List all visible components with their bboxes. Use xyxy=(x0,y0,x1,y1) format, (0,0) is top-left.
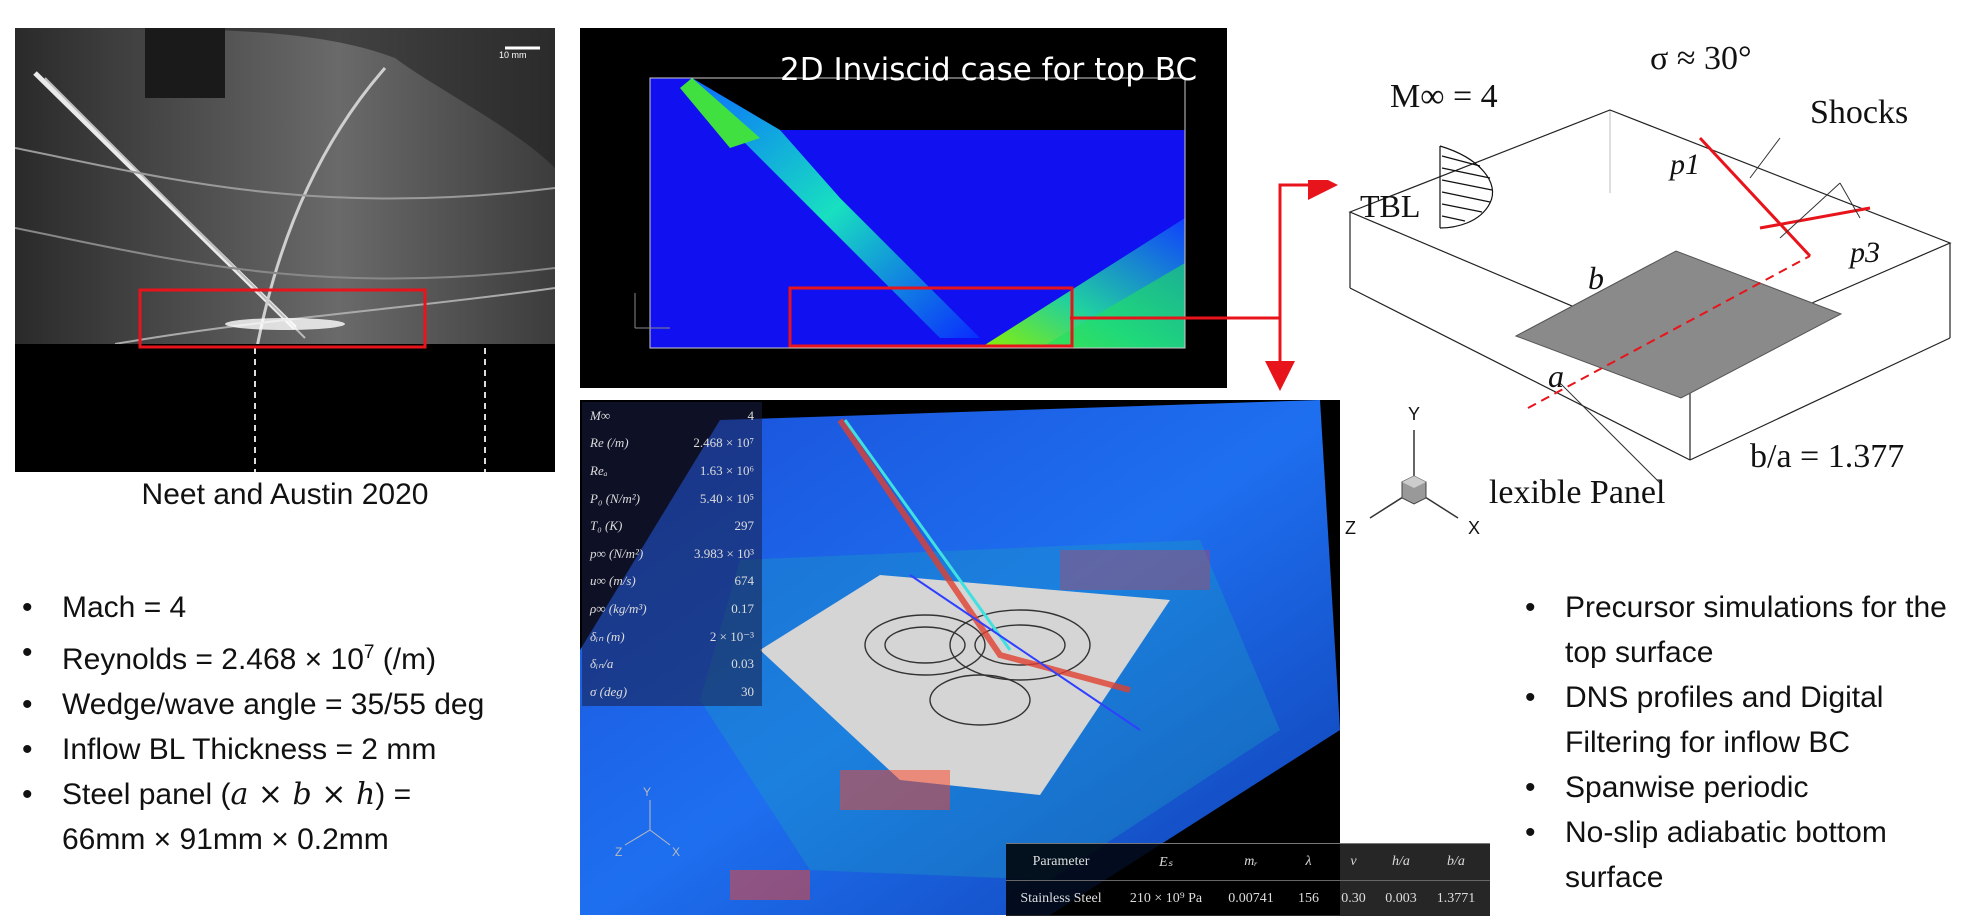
param-row: u∞ (m/s) 674 xyxy=(590,573,754,589)
param-row: δᵢₙ/a 0.03 xyxy=(590,656,754,672)
flexible-panel-shape xyxy=(1514,250,1843,399)
axis-x-label: X xyxy=(1468,518,1481,538)
param-row: T₀ (K) 297 xyxy=(590,518,754,534)
bullet-bl-thickness: Inflow BL Thickness = 2 mm xyxy=(12,727,572,772)
panel-schematic: M∞ = 4 σ ≈ 30° Shocks TBL p1 p3 b a Flex… xyxy=(1330,28,1984,511)
material-table-header: Parameter Eₛ mᵣ λ ν h/a b/a xyxy=(1032,854,1465,870)
svg-text:Y: Y xyxy=(643,785,651,799)
inviscid-title: 2D Inviscid case for top BC xyxy=(780,52,1198,88)
scale-bar-label: 10 mm xyxy=(499,50,527,60)
b-label: b xyxy=(1588,260,1604,296)
material-table: Parameter Eₛ mᵣ λ ν h/a b/a Stainless St… xyxy=(1006,843,1490,916)
axis-z-label: Z xyxy=(1345,518,1356,538)
dns-graphic: Y X Z xyxy=(580,400,1340,915)
bullet-spanwise: Spanwise periodic xyxy=(1515,765,1975,810)
bullet-mach: Mach = 4 xyxy=(12,585,572,630)
bullet-dns-profiles: DNS profiles and Digital Filtering for i… xyxy=(1515,675,1975,765)
axis-triad-graphic xyxy=(1369,430,1459,519)
param-row: Reₐ 1.63 × 10⁶ xyxy=(590,462,754,478)
highlight-box xyxy=(138,288,427,349)
param-row: M∞ 4 xyxy=(590,407,754,423)
inviscid-contour-image xyxy=(580,28,1227,388)
tbl-label: TBL xyxy=(1360,188,1421,224)
ratio-label: b/a = 1.377 xyxy=(1750,438,1905,475)
flexible-panel-label: Flexible Panel xyxy=(1470,474,1666,511)
param-row: ρ∞ (kg/m³) 0.17 xyxy=(590,600,754,616)
bullet-no-slip: No-slip adiabatic bottom surface xyxy=(1515,810,1975,900)
schlieren-graphic xyxy=(15,28,555,472)
axis-y-label: Y xyxy=(1408,404,1421,424)
axis-triad: Y Z X xyxy=(1340,400,1488,556)
param-row: P₀ (N/m²) 5.40 × 10⁵ xyxy=(590,490,754,506)
flow-parameter-table: M∞ 4 Re (/m) 2.468 × 10⁷ Reₐ 1.63 × 10⁶ P₀ … xyxy=(582,402,762,706)
sigma-label: σ ≈ 30° xyxy=(1650,40,1752,77)
mach-label: M∞ = 4 xyxy=(1390,78,1498,115)
schlieren-image: 10 mm xyxy=(15,28,555,472)
p1-label: p1 xyxy=(1670,148,1700,181)
svg-text:X: X xyxy=(672,845,680,859)
param-row: δᵢₙ (m) 2 × 10⁻³ xyxy=(590,628,754,644)
shocks-label: Shocks xyxy=(1810,94,1909,131)
connector-arrows xyxy=(1070,180,1338,391)
bullet-reynolds: Reynolds = 2.468 × 107 (/m) xyxy=(12,630,572,682)
inviscid-graphic xyxy=(634,77,1186,349)
simulation-setup-list: Precursor simulations for the top surfac… xyxy=(1515,585,1975,900)
param-row: p∞ (N/m²) 3.983 × 10³ xyxy=(590,545,754,561)
bullet-precursor: Precursor simulations for the top surfac… xyxy=(1515,585,1975,675)
a-label: a xyxy=(1548,358,1564,394)
param-row: σ (deg) 30 xyxy=(590,683,754,699)
param-row: Re (/m) 2.468 × 10⁷ xyxy=(590,435,754,451)
bullet-wedge-angle: Wedge/wave angle = 35/55 deg xyxy=(12,682,572,727)
p3-label: p3 xyxy=(1850,236,1880,269)
panel-surface xyxy=(760,575,1170,795)
schlieren-caption: Neet and Austin 2020 xyxy=(141,478,429,511)
svg-text:Z: Z xyxy=(615,845,622,859)
flow-conditions-list: Mach = 4 Reynolds = 2.468 × 107 (/m) Wed… xyxy=(12,585,572,862)
material-table-row: Stainless Steel 210 × 10⁹ Pa 0.00741 156… xyxy=(1006,880,1490,917)
bullet-steel-panel: Steel panel (a × b × h) =66mm × 91mm × 0… xyxy=(12,772,572,862)
schematic-graphic xyxy=(1348,109,1952,484)
